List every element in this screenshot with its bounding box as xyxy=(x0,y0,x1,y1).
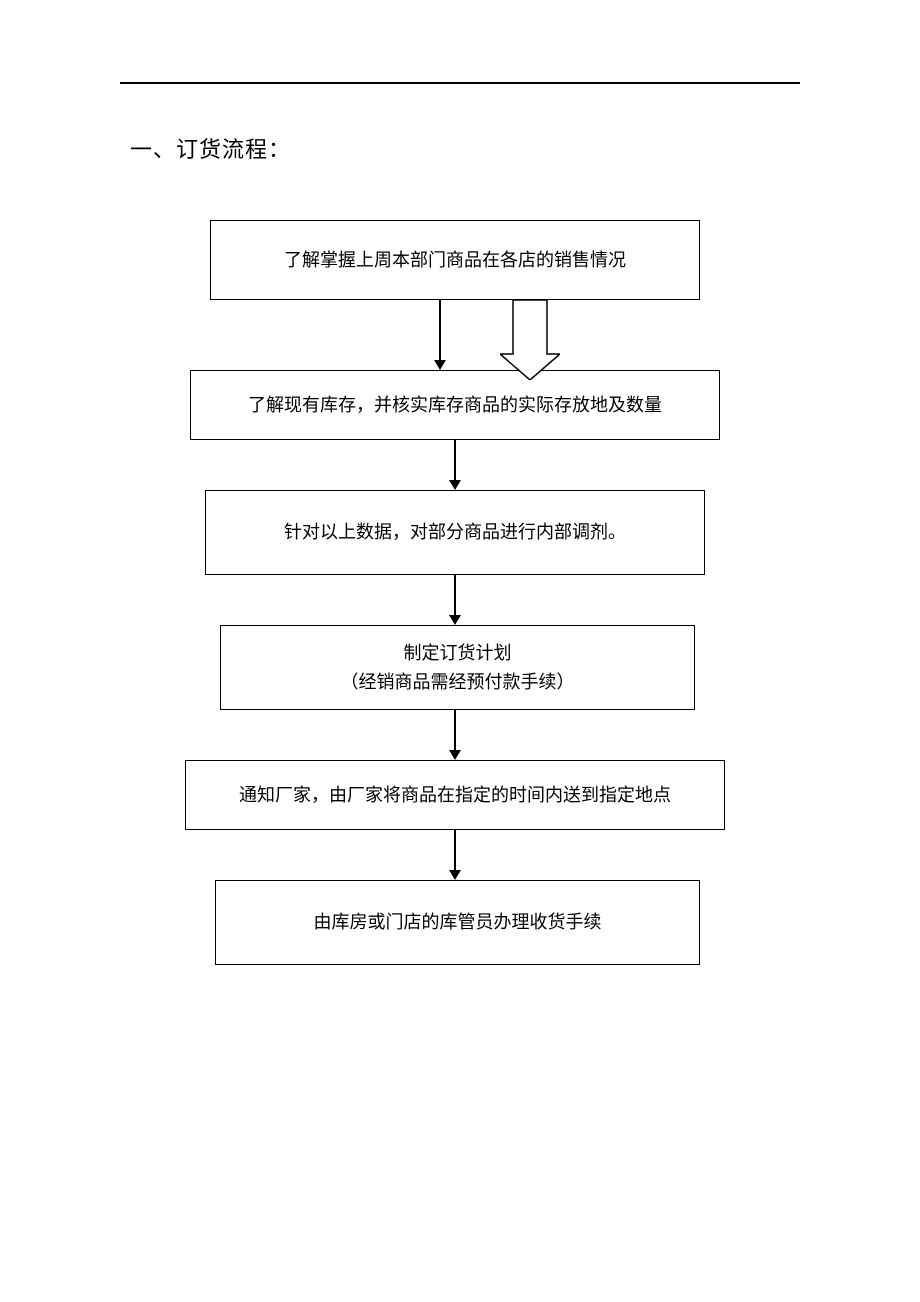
page-top-rule xyxy=(120,82,800,84)
flow-node-n4: 制定订货计划（经销商品需经预付款手续） xyxy=(220,625,695,710)
flow-arrow-head-icon xyxy=(449,480,461,490)
flow-node-n3: 针对以上数据，对部分商品进行内部调剂。 xyxy=(205,490,705,575)
flow-node-text: 制定订货计划 xyxy=(404,639,512,668)
page-title: 一、订货流程： xyxy=(130,132,291,164)
flow-node-text: 针对以上数据，对部分商品进行内部调剂。 xyxy=(284,518,626,547)
flow-node-n6: 由库房或门店的库管员办理收货手续 xyxy=(215,880,700,965)
flow-arrow-line xyxy=(439,300,441,360)
flow-node-n5: 通知厂家，由厂家将商品在指定的时间内送到指定地点 xyxy=(185,760,725,830)
block-down-arrow-icon xyxy=(500,300,560,380)
flow-node-text: 通知厂家，由厂家将商品在指定的时间内送到指定地点 xyxy=(239,781,671,810)
flow-arrow-head-icon xyxy=(434,360,446,370)
flow-arrow-line xyxy=(454,830,456,870)
flow-node-text: 了解掌握上周本部门商品在各店的销售情况 xyxy=(284,246,626,275)
flow-node-n1: 了解掌握上周本部门商品在各店的销售情况 xyxy=(210,220,700,300)
flow-node-text: 了解现有库存，并核实库存商品的实际存放地及数量 xyxy=(248,391,662,420)
flow-arrow-line xyxy=(454,710,456,750)
flow-node-n2: 了解现有库存，并核实库存商品的实际存放地及数量 xyxy=(190,370,720,440)
flow-arrow-head-icon xyxy=(449,615,461,625)
flow-arrow-head-icon xyxy=(449,750,461,760)
flow-node-text: （经销商品需经预付款手续） xyxy=(341,668,575,697)
flow-arrow-line xyxy=(454,440,456,480)
flow-arrow-line xyxy=(454,575,456,615)
flow-node-text: 由库房或门店的库管员办理收货手续 xyxy=(314,908,602,937)
flow-arrow-head-icon xyxy=(449,870,461,880)
